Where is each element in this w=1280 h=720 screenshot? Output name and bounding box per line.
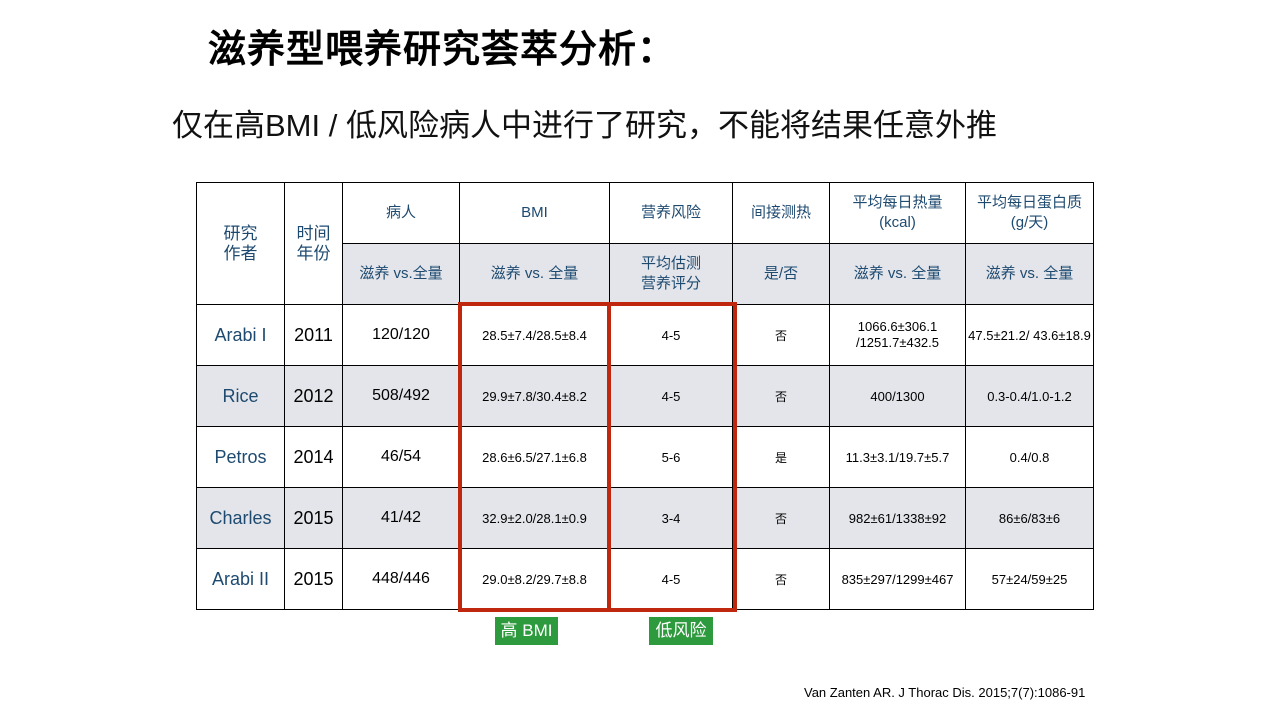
table-row: Charles 2015 41/42 32.9±2.0/28.1±0.9 3-4…	[196, 487, 1094, 549]
cell-author: Charles	[196, 487, 285, 549]
cell-calories: 835±297/1299±467	[829, 548, 966, 610]
subheader-risk: 平均估测 营养评分	[609, 243, 733, 305]
subheader-calorimetry: 是/否	[732, 243, 830, 305]
cell-patients: 46/54	[342, 426, 460, 488]
citation: Van Zanten AR. J Thorac Dis. 2015;7(7):1…	[804, 685, 1086, 700]
cell-risk: 5-6	[609, 426, 733, 488]
table-row: Rice 2012 508/492 29.9±7.8/30.4±8.2 4-5 …	[196, 365, 1094, 427]
header-protein: 平均每日蛋白质 (g/天)	[965, 182, 1094, 244]
header-calorimetry: 间接测热	[732, 182, 830, 244]
cell-year: 2015	[284, 548, 343, 610]
cell-protein: 57±24/59±25	[965, 548, 1094, 610]
cell-year: 2012	[284, 365, 343, 427]
header-risk: 营养风险	[609, 182, 733, 244]
cell-calorimetry: 否	[732, 304, 830, 366]
table-row: Petros 2014 46/54 28.6±6.5/27.1±6.8 5-6 …	[196, 426, 1094, 488]
subheader-calories: 滋养 vs. 全量	[829, 243, 966, 305]
bmi-highlight-box	[458, 302, 611, 612]
slide-title: 滋养型喂养研究荟萃分析：	[208, 26, 677, 71]
cell-author: Arabi I	[196, 304, 285, 366]
cell-calories: 982±61/1338±92	[829, 487, 966, 549]
cell-patients: 41/42	[342, 487, 460, 549]
cell-year: 2014	[284, 426, 343, 488]
cell-author: Arabi II	[196, 548, 285, 610]
cell-calorimetry: 否	[732, 548, 830, 610]
cell-protein: 47.5±21.2/ 43.6±18.9	[965, 304, 1094, 366]
high-bmi-label: 高 BMI	[495, 617, 558, 645]
cell-risk: 3-4	[609, 487, 733, 549]
cell-calorimetry: 否	[732, 365, 830, 427]
cell-patients: 508/492	[342, 365, 460, 427]
subheader-bmi: 滋养 vs. 全量	[459, 243, 610, 305]
cell-year: 2015	[284, 487, 343, 549]
cell-protein: 86±6/83±6	[965, 487, 1094, 549]
header-calories: 平均每日热量 (kcal)	[829, 182, 966, 244]
cell-calories: 400/1300	[829, 365, 966, 427]
cell-bmi: 29.0±8.2/29.7±8.8	[459, 548, 610, 610]
cell-year: 2011	[284, 304, 343, 366]
cell-calories: 11.3±3.1/19.7±5.7	[829, 426, 966, 488]
cell-protein: 0.4/0.8	[965, 426, 1094, 488]
cell-calorimetry: 否	[732, 487, 830, 549]
cell-calories: 1066.6±306.1 /1251.7±432.5	[829, 304, 966, 366]
table-row: Arabi II 2015 448/446 29.0±8.2/29.7±8.8 …	[196, 548, 1094, 610]
risk-highlight-box	[607, 302, 737, 612]
cell-author: Petros	[196, 426, 285, 488]
meta-analysis-table: 研究 作者 时间 年份 病人 BMI 营养风险 间接测热 平均每日热量 (kca…	[196, 182, 1094, 610]
cell-protein: 0.3-0.4/1.0-1.2	[965, 365, 1094, 427]
header-patients: 病人	[342, 182, 460, 244]
low-risk-label: 低风险	[649, 617, 713, 645]
subheader-protein: 滋养 vs. 全量	[965, 243, 1094, 305]
header-year: 时间 年份	[284, 182, 343, 305]
subheader-patients: 滋养 vs.全量	[342, 243, 460, 305]
cell-risk: 4-5	[609, 365, 733, 427]
slide-subtitle: 仅在高BMI / 低风险病人中进行了研究，不能将结果任意外推	[172, 108, 997, 143]
cell-patients: 120/120	[342, 304, 460, 366]
cell-bmi: 29.9±7.8/30.4±8.2	[459, 365, 610, 427]
header-author: 研究 作者	[196, 182, 285, 305]
cell-risk: 4-5	[609, 548, 733, 610]
cell-calorimetry: 是	[732, 426, 830, 488]
cell-author: Rice	[196, 365, 285, 427]
header-bmi: BMI	[459, 182, 610, 244]
cell-patients: 448/446	[342, 548, 460, 610]
